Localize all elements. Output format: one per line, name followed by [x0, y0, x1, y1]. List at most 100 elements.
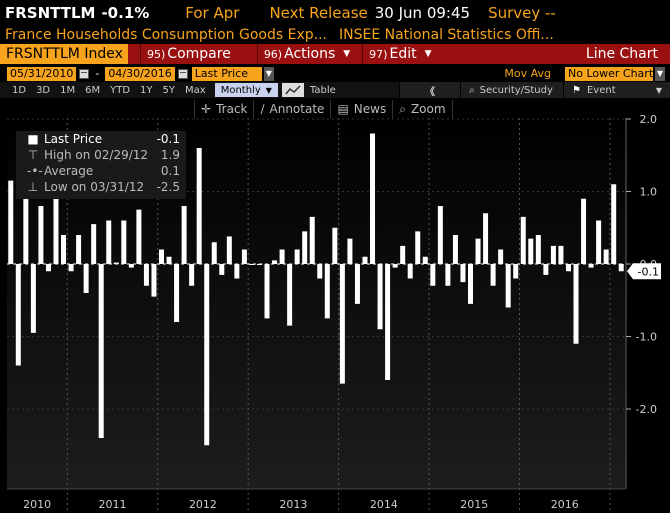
chart-bar	[196, 148, 202, 264]
field-select[interactable]: Last Price	[191, 66, 262, 81]
chart-bar	[241, 249, 247, 264]
calendar-icon[interactable]	[177, 68, 188, 79]
period-6m[interactable]: 6M	[85, 84, 101, 96]
chart-bar	[430, 264, 436, 286]
lower-chart-value: No Lower Chart	[568, 67, 654, 80]
chevron-down-icon[interactable]: ▼	[263, 66, 274, 81]
chevron-down-icon: ▼	[424, 49, 432, 59]
legend-low: ⊥ Low on 03/31/12 -2.5	[16, 179, 186, 195]
legend-avg-label: Average	[44, 164, 94, 178]
chevron-down-icon: ▼	[343, 49, 351, 59]
x-tick-label: 2011	[99, 498, 127, 511]
chart-bar	[520, 216, 526, 264]
chart-bar	[264, 264, 270, 319]
security-source: INSEE National Statistics Offi...	[339, 27, 554, 43]
security-study-button[interactable]: ⌕ Security/Study	[460, 82, 563, 98]
period-ytd[interactable]: YTD	[110, 84, 131, 96]
chart-bar	[136, 209, 142, 264]
date-separator: -	[95, 67, 100, 80]
mov-avg-label[interactable]: Mov Avg	[504, 67, 551, 80]
compare-button[interactable]: 95) Compare	[140, 44, 237, 64]
legend-average: -•- Average 0.1	[16, 163, 186, 179]
chart-bar	[347, 238, 353, 264]
survey-label: Survey --	[488, 4, 556, 22]
chart-bar	[324, 264, 330, 319]
legend-last-price: ■ Last Price -0.1	[16, 131, 186, 147]
legend-high-value: 1.9	[160, 148, 180, 162]
start-date-field[interactable]: 05/31/2010	[7, 66, 77, 81]
chart-bar	[38, 206, 44, 264]
chart-bar	[45, 264, 51, 272]
legend-last-label: Last Price	[44, 132, 103, 146]
chart-bar	[234, 264, 240, 279]
security-input[interactable]: FRSNTTLM Index	[0, 44, 128, 64]
zoom-button[interactable]: ⌕ Zoom	[392, 100, 453, 118]
period-5y[interactable]: 5Y	[162, 84, 176, 96]
chart-bar	[23, 187, 29, 264]
chart-bar	[354, 264, 360, 304]
chart-bar	[166, 256, 172, 264]
average-marker-icon: -•-	[27, 164, 43, 178]
chart-bar	[76, 235, 82, 264]
track-label: Track	[216, 102, 248, 116]
period-bar: 1D 3D 1M 6M YTD 1Y 5Y Max Monthly ▼ Tabl…	[0, 82, 670, 98]
actions-button[interactable]: 96) Actions ▼	[256, 44, 356, 64]
y-tick-label: -2.0	[636, 403, 657, 416]
calendar-icon[interactable]	[79, 68, 90, 79]
chart-bar	[226, 236, 232, 264]
chart-bar	[189, 264, 195, 286]
edit-button[interactable]: 97) Edit ▼	[362, 44, 437, 64]
crosshair-icon: ✛	[201, 102, 212, 116]
chart-bar	[370, 133, 376, 264]
chart-bar	[415, 231, 421, 264]
zoom-label: Zoom	[410, 102, 446, 116]
chart-bar	[204, 264, 210, 446]
next-release-label: Next Release	[269, 4, 368, 22]
ticker-header: FRSNTTLM -0.1% For Apr Next Release 30 J…	[0, 0, 670, 26]
field-select-value: Last Price	[194, 67, 249, 80]
period-1y[interactable]: 1Y	[140, 84, 153, 96]
period-1m[interactable]: 1M	[60, 84, 76, 96]
actions-label: Actions	[284, 46, 336, 62]
chart-bar	[573, 264, 579, 344]
line-chart-icon[interactable]	[281, 83, 304, 97]
edit-label: Edit	[389, 46, 417, 62]
legend-high: ⊤ High on 02/29/12 1.9	[16, 147, 186, 163]
last-value-label: -0.1	[638, 265, 659, 278]
chart-bar	[249, 264, 255, 265]
track-button[interactable]: ✛ Track	[194, 100, 253, 118]
annotate-button[interactable]: ∕ Annotate	[253, 100, 330, 118]
news-icon: ▤	[337, 102, 349, 116]
chart-bar	[61, 235, 67, 264]
lower-chart-select[interactable]: No Lower Chart	[565, 66, 654, 81]
chart-bar	[565, 264, 571, 272]
chart-bar	[53, 173, 59, 264]
chevron-down-icon[interactable]: ▼	[655, 66, 665, 81]
event-button[interactable]: ⚑ Event ▼	[563, 82, 670, 98]
chart-bar	[407, 264, 413, 279]
chart-bar	[505, 264, 511, 308]
table-button[interactable]: Table	[309, 84, 336, 96]
edit-number: 97)	[369, 47, 388, 61]
y-tick-label: 2.0	[640, 113, 658, 126]
end-date-field[interactable]: 04/30/2016	[105, 66, 175, 81]
chart-bar	[339, 264, 345, 384]
frequency-select[interactable]: Monthly ▼	[214, 83, 278, 97]
chart-bar	[287, 264, 293, 326]
legend-last-value: -0.1	[156, 132, 180, 146]
chart-bar	[483, 213, 489, 264]
chart-bar	[535, 235, 541, 264]
chart-bar	[317, 264, 323, 279]
chart-bar	[437, 206, 443, 264]
news-button[interactable]: ▤ News	[330, 100, 392, 118]
period-max[interactable]: Max	[185, 84, 206, 96]
chart-bar	[98, 264, 104, 438]
period-3d[interactable]: 3D	[36, 84, 51, 96]
annotate-icon: ∕	[260, 102, 265, 116]
period-1d[interactable]: 1D	[12, 84, 27, 96]
chart-bar	[151, 264, 157, 297]
back-button[interactable]: 《	[399, 82, 460, 98]
chart-legend[interactable]: ■ Last Price -0.1 ⊤ High on 02/29/12 1.9…	[16, 131, 186, 199]
frequency-value: Monthly	[220, 84, 261, 96]
chart-bar	[468, 264, 473, 304]
